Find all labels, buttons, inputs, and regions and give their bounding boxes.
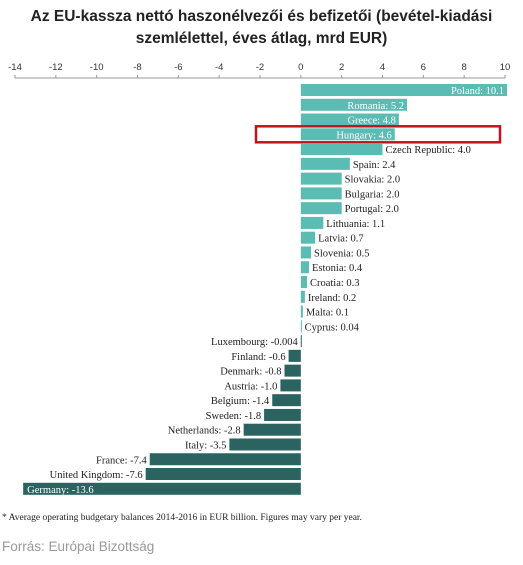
bar-label: Portugal: 2.0: [345, 204, 399, 215]
bar-label: Slovakia: 2.0: [345, 175, 400, 186]
bar-label: Poland: 10.1: [451, 86, 504, 97]
bar-sweden: [264, 408, 301, 421]
bar-finland: [288, 349, 301, 362]
bar-label: Lithuania: 1.1: [326, 219, 385, 230]
bar-spain: [300, 157, 350, 170]
x-tick-label: 4: [380, 62, 385, 73]
bar-ireland: [300, 290, 305, 303]
bar-label: Finland: -0.6: [231, 352, 285, 363]
bar-belgium: [272, 394, 301, 407]
bar-greece: [300, 113, 399, 126]
bar-label: Denmark: -0.8: [220, 367, 281, 378]
bar-czech-republic: [300, 143, 383, 156]
bar-cyprus: [300, 320, 302, 333]
bar-label: Luxembourg: -0.004: [211, 337, 298, 348]
bar-label: France: -7.4: [96, 455, 147, 466]
bar-romania: [300, 98, 407, 111]
bar-label: Austria: -1.0: [224, 381, 277, 392]
x-tick-label: -6: [174, 62, 182, 73]
chart-title-line-2: szemlélettel, éves átlag, mrd EUR): [135, 30, 388, 47]
bar-label: Sweden: -1.8: [206, 411, 261, 422]
bar-denmark: [284, 364, 301, 377]
x-tick-label: 0: [298, 62, 303, 73]
bar-label: Croatia: 0.3: [310, 278, 360, 289]
x-tick-label: 2: [339, 62, 344, 73]
bar-label: Estonia: 0.4: [312, 263, 363, 274]
x-tick-label: -2: [256, 62, 264, 73]
bar-chart: -14 -12 -10 -8 -6 -4 -2 0 2 4 6 8 10 Poland: 10.1 Roma…: [8, 62, 511, 496]
bar-lithuania: [300, 216, 324, 229]
chart-title-line-1: Az EU-kassza nettó haszonélvezői és befi…: [30, 8, 493, 25]
bar-label: Greece: 4.8: [347, 116, 395, 127]
bar-austria: [280, 379, 301, 392]
bar-latvia: [300, 231, 316, 244]
bar-label: Slovenia: 0.5: [314, 248, 369, 259]
bar-france: [149, 453, 301, 466]
bar-luxembourg: [300, 335, 302, 348]
bar-croatia: [300, 276, 307, 289]
bar-label: Belgium: -1.4: [211, 396, 270, 407]
x-tick-label: -10: [90, 62, 104, 73]
bar-netherlands: [243, 423, 301, 436]
bar-slovakia: [300, 172, 342, 185]
bar-label: Romania: 5.2: [347, 101, 404, 112]
x-tick-label: 10: [500, 62, 511, 73]
bar-label: Malta: 0.1: [306, 308, 349, 319]
bar-bulgaria: [300, 187, 342, 200]
bar-poland: [300, 84, 508, 96]
x-tick-label: -4: [215, 62, 223, 73]
bar-hungary: [300, 128, 395, 141]
bar-united-kingdom: [145, 468, 301, 481]
bar-label: Netherlands: -2.8: [168, 426, 241, 437]
x-tick-label: 8: [462, 62, 467, 73]
bar-germany: [23, 482, 301, 495]
x-tick-label: -8: [133, 62, 141, 73]
bar-label: Italy: -3.5: [185, 440, 226, 451]
bar-estonia: [300, 261, 309, 274]
bar-italy: [229, 438, 301, 451]
bar-label: Ireland: 0.2: [308, 293, 356, 304]
bar-label: Spain: 2.4: [353, 160, 396, 171]
footnote: * Average operating budgetary balances 2…: [2, 513, 362, 523]
bar-label: Latvia: 0.7: [318, 234, 364, 245]
x-tick-label: -12: [49, 62, 63, 73]
bar-malta: [300, 305, 303, 318]
bar-label: Germany: -13.6: [27, 485, 93, 496]
bar-label: Czech Republic: 4.0: [386, 145, 471, 156]
x-tick-label: -14: [8, 62, 22, 73]
chart-title: Az EU-kassza nettó haszonélvezői és befi…: [0, 6, 523, 50]
highlight-box: [254, 125, 502, 144]
bar-portugal: [300, 202, 342, 215]
source-credit: Forrás: Európai Bizottság: [2, 539, 155, 554]
bar-label: Cyprus: 0.04: [305, 322, 360, 333]
bar-slovenia: [300, 246, 312, 259]
bar-label: United Kingdom: -7.6: [50, 470, 143, 481]
bar-label: Hungary: 4.6: [336, 130, 391, 141]
x-tick-label: 6: [421, 62, 426, 73]
bar-label: Bulgaria: 2.0: [345, 189, 400, 200]
